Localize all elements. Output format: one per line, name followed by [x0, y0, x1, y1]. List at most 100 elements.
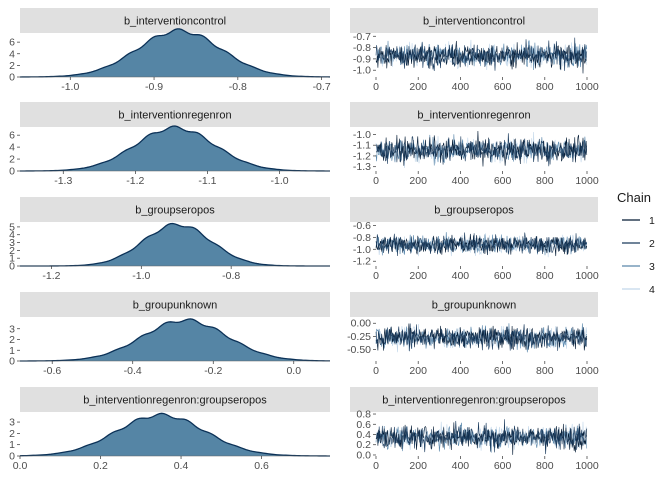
density-line: [20, 222, 330, 267]
legend-label-chain-3: 3: [649, 261, 655, 273]
legend-label-chain-1: 1: [649, 215, 655, 227]
trace-line-chain-2: [375, 323, 588, 352]
trace-ytick-label: -1.1: [353, 140, 371, 152]
density-xtick-label: -0.6: [43, 365, 61, 377]
trace-strip: [350, 197, 598, 222]
trace-xtick-label: 200: [409, 175, 427, 187]
density-xtick-label: -1.0: [132, 270, 150, 282]
density-ytick-label: 0: [9, 356, 15, 368]
trace-strip: [350, 8, 598, 33]
density-xtick-label: 0.6: [254, 460, 269, 472]
density-xtick-label: -1.1: [198, 175, 216, 187]
density-ytick-label: 2: [9, 245, 15, 257]
trace-ytick-label: -1.3: [353, 161, 371, 173]
density-xtick-label: 0.0: [13, 460, 28, 472]
trace-xtick-label: 1000: [575, 460, 599, 472]
density-strip: [20, 197, 330, 222]
trace-xtick-label: 800: [536, 175, 554, 187]
density-ytick-label: 2: [9, 334, 15, 346]
density-ytick-label: 2: [9, 428, 15, 440]
trace-line-chain-2: [375, 232, 588, 256]
trace-line-chain-3: [375, 134, 588, 166]
density-ytick-label: 0: [9, 261, 15, 273]
density-line: [20, 318, 331, 362]
legend-title: Chain: [617, 190, 651, 205]
trace-xtick-label: 600: [494, 270, 512, 282]
density-strip: [20, 102, 330, 127]
density-ytick-label: 5: [9, 221, 15, 233]
trace-xtick-label: 0: [373, 81, 379, 93]
density-xtick-label: -0.8: [229, 81, 247, 93]
density-xtick-label: -1.2: [42, 270, 60, 282]
trace-xtick-label: 600: [494, 460, 512, 472]
trace-ytick-label: -1.0: [353, 244, 371, 256]
trace-xtick-label: 200: [409, 460, 427, 472]
density-area: [20, 28, 330, 78]
density-ytick-label: 2: [9, 60, 15, 72]
trace-ytick-label: -0.25: [347, 331, 371, 343]
density-ytick-label: 0: [9, 166, 15, 178]
trace-strip: [350, 292, 598, 317]
density-ytick-label: 0: [9, 72, 15, 84]
density-xtick-label: -0.2: [204, 365, 222, 377]
density-xtick-label: -1.0: [270, 175, 288, 187]
trace-xtick-label: 400: [452, 460, 470, 472]
density-ytick-label: 1: [9, 345, 15, 357]
density-xtick-label: -0.9: [145, 81, 163, 93]
trace-strip-label: b_groupseropos: [434, 205, 514, 217]
chain-legend: Chain 1 2 3 4: [617, 190, 655, 296]
trace-strip-label: b_interventionregenron: [417, 110, 530, 122]
density-strip: [20, 387, 330, 412]
trace-xtick-label: 200: [409, 270, 427, 282]
trace-line-chain-2: [375, 133, 588, 167]
trace-xtick-label: 0: [373, 365, 379, 377]
trace-xtick-label: 1000: [575, 81, 599, 93]
trace-ytick-label: -1.2: [353, 150, 371, 162]
density-ytick-label: 3: [9, 237, 15, 249]
trace-ytick-label: -1.2: [353, 256, 371, 268]
legend-label-chain-4: 4: [649, 284, 655, 296]
density-strip-label: b_interventionregenron: [118, 110, 231, 122]
trace-xtick-label: 800: [536, 365, 554, 377]
density-ytick-label: 4: [9, 142, 15, 154]
density-xtick-label: 0.2: [93, 460, 108, 472]
trace-ytick-label: 0.4: [356, 429, 371, 441]
density-strip-label: b_interventionregenron:groupseropos: [83, 395, 267, 407]
trace-line-chain-1: [375, 323, 588, 351]
density-ytick-label: 2: [9, 154, 15, 166]
trace-ytick-label: -0.6: [353, 220, 371, 232]
trace-xtick-label: 0: [373, 270, 379, 282]
trace-xtick-label: 1000: [575, 175, 599, 187]
trace-strip-label: b_groupunknown: [432, 300, 516, 312]
density-area: [20, 125, 330, 171]
trace-xtick-label: 200: [409, 81, 427, 93]
trace-ytick-label: -0.8: [353, 42, 371, 54]
trace-strip-label: b_interventioncontrol: [423, 16, 525, 28]
density-xtick-label: -0.4: [124, 365, 142, 377]
density-xtick-label: -0.7: [313, 81, 331, 93]
trace-xtick-label: 600: [494, 81, 512, 93]
trace-xtick-label: 400: [452, 81, 470, 93]
trace-strip: [350, 102, 598, 127]
trace-ytick-label: -0.8: [353, 232, 371, 244]
density-area: [20, 413, 330, 456]
trace-xtick-label: 800: [536, 460, 554, 472]
density-strip: [20, 8, 330, 33]
density-ytick-label: 6: [9, 37, 15, 49]
trace-xtick-label: 400: [452, 175, 470, 187]
trace-line-chain-2: [375, 419, 588, 455]
density-xtick-label: 0.0: [286, 365, 301, 377]
density-xtick-label: -0.8: [222, 270, 240, 282]
trace-ytick-label: -1.0: [353, 65, 371, 77]
density-xtick-label: -1.0: [61, 81, 79, 93]
trace-ytick-label: 0.0: [356, 449, 371, 461]
trace-ytick-label: -0.7: [353, 31, 371, 43]
legend-items: 1 2 3 4: [622, 215, 655, 296]
trace-ytick-label: -1.0: [353, 129, 371, 141]
trace-xtick-label: 400: [452, 270, 470, 282]
trace-xtick-label: 600: [494, 365, 512, 377]
density-line: [19, 125, 331, 172]
trace-ytick-label: 0.6: [356, 419, 371, 431]
trace-xtick-label: 1000: [575, 365, 599, 377]
